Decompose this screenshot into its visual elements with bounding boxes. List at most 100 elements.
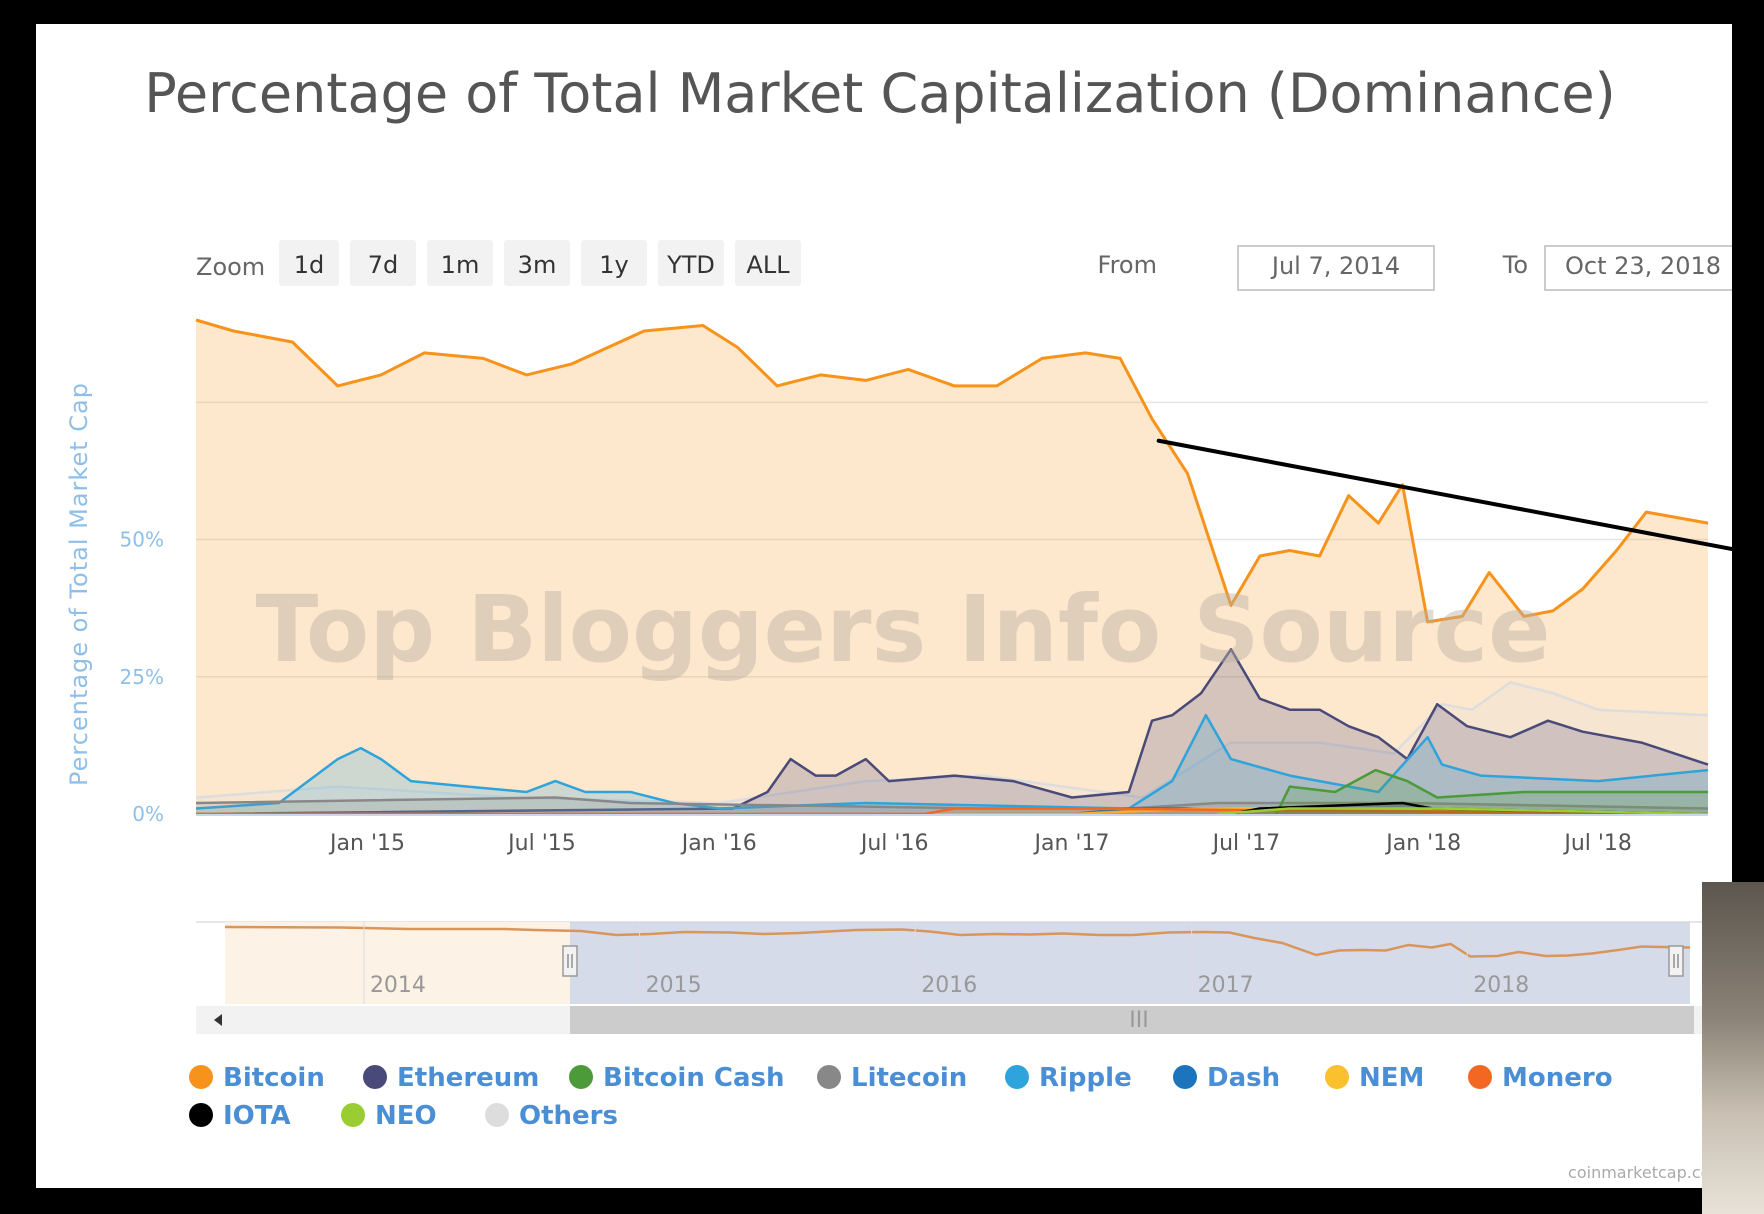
navigator-left-region [225, 922, 570, 1004]
scrollbar-grip: III [1129, 1008, 1148, 1033]
x-tick-label: Jul '15 [506, 831, 576, 856]
zoom-button-1m[interactable]: 1m [427, 240, 493, 286]
series-line-ethereum [195, 648, 1709, 816]
zoom-button-1d[interactable]: 1d [279, 240, 339, 286]
chart-frame: Percentage of Total Market Capitalizatio… [36, 24, 1732, 1188]
scroll-left-arrow-icon[interactable] [214, 1014, 222, 1026]
legend-label: NEM [1359, 1063, 1424, 1093]
legend: Bitcoin Ethereum Bitcoin Cash Litecoin Rippl… [189, 1063, 1613, 1131]
webcam-overlay [1702, 882, 1764, 1214]
legend-item-others[interactable]: Others [485, 1101, 618, 1131]
chart-title: Percentage of Total Market Capitalizatio… [144, 62, 1615, 125]
series-line-bitcoin-cash [1275, 768, 1708, 815]
legend-marker [1173, 1065, 1197, 1089]
legend-item-bitcoin[interactable]: Bitcoin [189, 1063, 325, 1093]
legend-item-nem[interactable]: NEM [1325, 1063, 1424, 1093]
series-area-bitcoin [196, 320, 1708, 814]
series-line-bitcoin [195, 318, 1709, 624]
legend-marker [485, 1103, 509, 1127]
navigator-year-label: 2016 [921, 973, 977, 998]
navigator-year-label: 2018 [1473, 973, 1529, 998]
legend-item-bitcoin-cash[interactable]: Bitcoin Cash [569, 1063, 785, 1093]
credit-text: coinmarketcap.com [1568, 1163, 1726, 1182]
to-date-value: Oct 23, 2018 [1565, 252, 1721, 280]
legend-marker [1325, 1065, 1349, 1089]
y-tick-label: 25% [120, 665, 164, 689]
legend-item-ripple[interactable]: Ripple [1005, 1063, 1132, 1093]
zoom-button-all[interactable]: ALL [735, 240, 801, 286]
zoom-button-label: YTD [666, 251, 715, 279]
y-tick-label: 50% [120, 528, 164, 552]
zoom-button-label: 3m [518, 251, 557, 279]
zoom-button-bg [350, 240, 416, 286]
x-tick-label: Jul '16 [859, 831, 929, 856]
zoom-button-label: 7d [368, 251, 399, 279]
legend-label: IOTA [223, 1101, 291, 1131]
navigator-series-line [224, 925, 1691, 958]
x-tick-label: Jan '16 [680, 831, 757, 856]
navigator-year-label: 2017 [1198, 973, 1254, 998]
x-tick-label: Jan '17 [1033, 831, 1110, 856]
legend-item-litecoin[interactable]: Litecoin [817, 1063, 967, 1093]
dominance-chart: Percentage of Total Market Capitalizatio… [65, 62, 1732, 1182]
legend-item-ethereum[interactable]: Ethereum [363, 1063, 539, 1093]
legend-item-monero[interactable]: Monero [1468, 1063, 1613, 1093]
legend-item-dash[interactable]: Dash [1173, 1063, 1280, 1093]
legend-marker [189, 1065, 213, 1089]
zoom-button-3m[interactable]: 3m [504, 240, 570, 286]
trendline [1156, 438, 1732, 552]
x-tick-label: Jul '18 [1562, 831, 1632, 856]
legend-marker [1005, 1065, 1029, 1089]
from-date-value: Jul 7, 2014 [1270, 252, 1400, 280]
series-area-monero [196, 808, 1708, 814]
legend-label: Ripple [1039, 1063, 1132, 1093]
zoom-buttons: 1d 7d 1m 3m 1y YTD ALL [279, 240, 801, 286]
navigator[interactable]: 2014 2015 2016 2017 2018 III [196, 921, 1722, 1034]
legend-item-neo[interactable]: NEO [341, 1101, 437, 1131]
zoom-button-7d[interactable]: 7d [350, 240, 416, 286]
legend-label: Others [519, 1101, 618, 1131]
to-label: To [1502, 251, 1528, 279]
x-axis-ticks: Jan '15 Jul '15 Jan '16 Jul '16 Jan '17 Jul '… [328, 831, 1632, 856]
series-area-others [196, 682, 1708, 814]
from-date-input[interactable] [1237, 245, 1435, 291]
zoom-button-label: ALL [746, 251, 790, 279]
legend-marker [569, 1065, 593, 1089]
zoom-label: Zoom [196, 253, 265, 281]
legend-label: Monero [1502, 1063, 1613, 1093]
zoom-button-label: 1y [599, 251, 628, 279]
legend-label: Bitcoin Cash [603, 1063, 785, 1093]
x-tick-label: Jul '17 [1211, 831, 1281, 856]
legend-marker [363, 1065, 387, 1089]
y-axis-ticks: 0% 25% 50% [120, 528, 164, 826]
y-tick-label: 0% [132, 802, 164, 826]
legend-label: Bitcoin [223, 1063, 325, 1093]
legend-item-iota[interactable]: IOTA [189, 1101, 291, 1131]
zoom-button-bg [427, 240, 493, 286]
watermark-text: Top Bloggers Info Source [255, 576, 1550, 683]
navigator-year-label: 2015 [646, 973, 702, 998]
y-axis-label: Percentage of Total Market Cap [65, 382, 93, 786]
zoom-button-bg [581, 240, 647, 286]
series-line-others [195, 681, 1709, 805]
legend-marker [341, 1103, 365, 1127]
to-date-input[interactable] [1544, 245, 1732, 291]
zoom-button-1y[interactable]: 1y [581, 240, 647, 286]
zoom-button-label: 1d [294, 251, 325, 279]
navigator-left-handle[interactable] [562, 945, 578, 977]
series-area-ethereum [196, 649, 1708, 814]
legend-marker [817, 1065, 841, 1089]
legend-marker [189, 1103, 213, 1127]
navigator-year-label: 2014 [370, 973, 426, 998]
series-area-ripple [196, 715, 1708, 814]
zoom-button-ytd[interactable]: YTD [658, 240, 724, 286]
navigator-right-handle[interactable] [1668, 945, 1684, 977]
zoom-button-label: 1m [441, 251, 480, 279]
zoom-button-bg [279, 240, 339, 286]
series-line-neo [1217, 807, 1709, 816]
annotations [1156, 438, 1732, 552]
legend-label: Ethereum [397, 1063, 539, 1093]
x-tick-label: Jan '15 [328, 831, 405, 856]
x-tick-label: Jan '18 [1384, 831, 1461, 856]
scrollbar-thumb[interactable] [570, 1006, 1694, 1034]
